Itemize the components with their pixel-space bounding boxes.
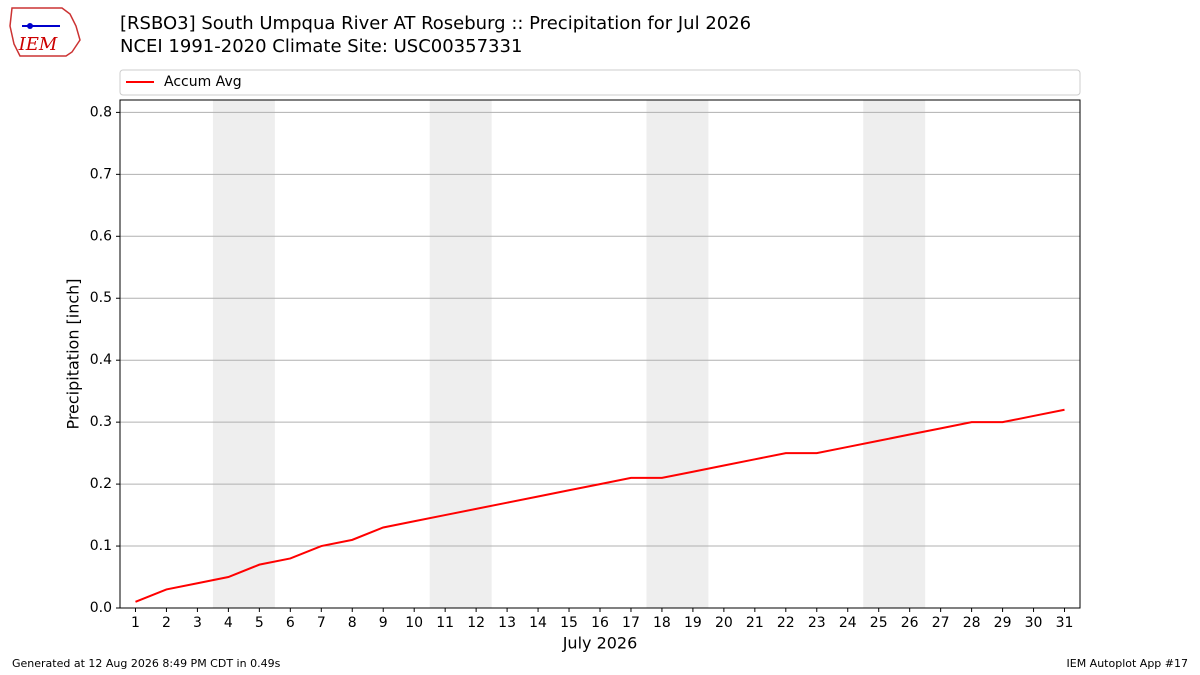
x-tick-label: 28	[963, 615, 981, 631]
data-line	[135, 408, 1065, 603]
x-tick-label: 4	[224, 615, 233, 631]
x-tick-label: 7	[317, 615, 326, 631]
footer-right: IEM Autoplot App #17	[1067, 657, 1189, 670]
y-tick-label: 0.7	[90, 166, 112, 182]
x-tick-label: 1	[131, 615, 140, 631]
y-tick-label: 0.1	[90, 538, 112, 554]
logo-icon	[27, 23, 33, 29]
y-tick-label: 0.2	[90, 476, 112, 492]
chart-title: [RSBO3] South Umpqua River AT Roseburg :…	[120, 13, 751, 34]
x-tick-label: 16	[591, 615, 609, 631]
x-tick-label: 29	[994, 615, 1012, 631]
chart-subtitle: NCEI 1991-2020 Climate Site: USC00357331	[120, 36, 522, 57]
legend-box	[119, 69, 1081, 96]
x-tick-label: 25	[870, 615, 888, 631]
x-tick-label: 6	[286, 615, 295, 631]
x-tick-label: 17	[622, 615, 640, 631]
x-tick-label: 8	[348, 615, 357, 631]
x-tick-label: 20	[715, 615, 733, 631]
logo-outline	[9, 7, 81, 57]
x-tick-label: 10	[405, 615, 423, 631]
x-tick-label: 5	[255, 615, 264, 631]
x-tick-label: 31	[1056, 615, 1074, 631]
x-tick-label: 13	[498, 615, 516, 631]
x-tick-label: 14	[529, 615, 547, 631]
weekend-band	[863, 100, 926, 608]
x-tick-label: 21	[746, 615, 764, 631]
y-axis-label: Precipitation [inch]	[64, 278, 83, 429]
x-tick-label: 26	[901, 615, 919, 631]
x-tick-label: 27	[932, 615, 950, 631]
x-tick-label: 15	[560, 615, 578, 631]
logo-text: IEM	[18, 34, 58, 55]
y-tick-label: 0.0	[90, 600, 112, 616]
x-tick-label: 12	[467, 615, 485, 631]
weekend-band	[646, 100, 709, 608]
y-tick-label: 0.6	[90, 228, 112, 244]
x-tick-label: 18	[653, 615, 671, 631]
x-tick-label: 11	[436, 615, 454, 631]
weekend-band	[212, 100, 275, 608]
y-tick-label: 0.8	[90, 104, 112, 120]
x-axis-label: July 2026	[562, 634, 638, 653]
x-tick-label: 24	[839, 615, 857, 631]
x-tick-label: 22	[777, 615, 795, 631]
x-tick-label: 3	[193, 615, 202, 631]
y-tick-label: 0.5	[90, 290, 112, 306]
legend-label: Accum Avg	[164, 74, 242, 90]
x-tick-label: 19	[684, 615, 702, 631]
logo: IEM	[9, 7, 81, 57]
weekend-band	[429, 100, 492, 608]
y-tick-label: 0.3	[90, 414, 112, 430]
x-tick-label: 9	[379, 615, 388, 631]
footer-left: Generated at 12 Aug 2026 8:49 PM CDT in …	[12, 657, 281, 670]
x-tick-label: 2	[162, 615, 171, 631]
x-tick-label: 23	[808, 615, 826, 631]
y-tick-label: 0.4	[90, 352, 112, 368]
x-tick-label: 30	[1025, 615, 1043, 631]
plot-frame	[119, 99, 1081, 609]
